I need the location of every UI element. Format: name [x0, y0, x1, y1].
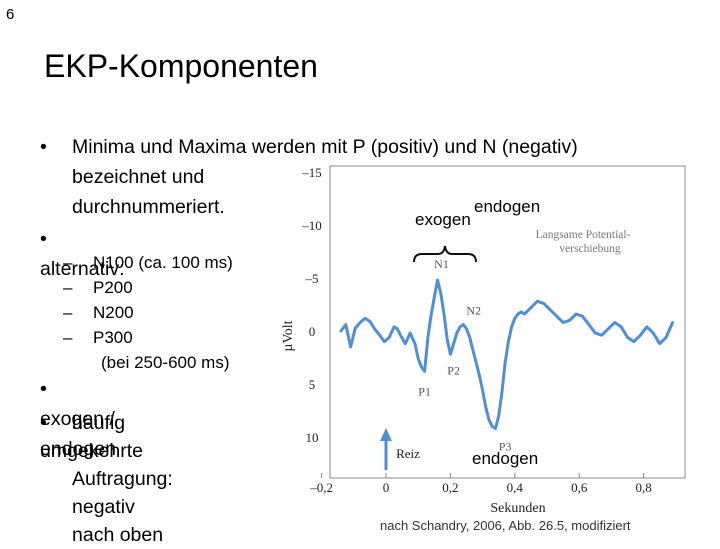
sub-bullet-text: P300: [93, 328, 133, 347]
y-tick-label: 5: [309, 377, 316, 392]
y-tick-label: 10: [306, 430, 319, 445]
bullet-dot: •: [40, 412, 47, 434]
x-tick-label: 0,2: [442, 480, 458, 495]
dash-bullet: –: [63, 278, 73, 297]
sub-bullet-text: N100 (ca. 100 ms): [93, 253, 233, 272]
bullet-text: häufig umgekehrte: [40, 412, 143, 462]
bullet-text: Auftragung:: [72, 468, 173, 490]
sub-bullet-text: P200: [93, 278, 133, 297]
y-tick-label: 0: [309, 324, 316, 339]
source-credit: nach Schandry, 2006, Abb. 26.5, modifizi…: [380, 518, 631, 533]
bullet-dot: •: [40, 136, 47, 158]
dash-bullet: –: [63, 328, 73, 347]
plot-frame: [329, 165, 686, 479]
annotation-endogen-top: endogen: [474, 197, 541, 216]
bullet-text: negativ nach oben: [72, 496, 164, 546]
y-axis-label: µVolt: [281, 320, 296, 351]
component-label-n2: N2: [466, 304, 481, 318]
x-tick-label: –0,2: [309, 480, 333, 495]
bullet-dot: •: [40, 378, 47, 400]
curly-brace: [413, 245, 477, 263]
x-axis-label: Sekunden: [490, 501, 545, 516]
bullet-text: durchnummeriert.: [72, 196, 225, 218]
component-label-p2: P2: [447, 363, 460, 377]
bullet-text: exogen / endogen: [40, 408, 116, 460]
slide-number: 6: [6, 6, 15, 23]
dash-bullet: –: [63, 253, 73, 272]
x-tick-label: 0,6: [571, 480, 588, 495]
annotation-endogen-bottom: endogen: [472, 449, 539, 468]
bullet-text: alternativ:: [40, 258, 125, 280]
component-label-p1: P1: [418, 384, 431, 398]
y-tick-label: –10: [301, 218, 322, 233]
x-tick-label: 0: [383, 480, 390, 495]
bullet-inverted-axis: • häufig umgekehrte Auftragung: negativ n…: [40, 409, 173, 549]
y-tick-label: –5: [305, 271, 319, 286]
sub-bullet-list: – N100 (ca. 100 ms) – P200 – N200 – P300 (be…: [63, 250, 233, 375]
x-tick-label: 0,8: [635, 480, 651, 495]
erp-waveform-line: [339, 278, 675, 430]
bullet-exogen-endogen: •exogen / endogen: [40, 374, 116, 464]
dash-bullet: –: [63, 303, 73, 322]
component-label-p3: P3: [499, 440, 512, 454]
bullet-text: bezeichnet und: [72, 166, 205, 188]
bullet-dot: •: [40, 228, 47, 250]
stimulus-label: Reiz: [396, 446, 420, 461]
component-label-n1: N1: [434, 257, 449, 271]
slow-potential-label: Langsame Potential-: [536, 229, 631, 241]
slow-potential-label: verschiebung: [559, 243, 621, 255]
slide-title: EKP-Komponenten: [44, 48, 318, 84]
sub-bullet-text: (bei 250-600 ms): [101, 353, 230, 372]
bullet-alternative: • alternativ:: [40, 224, 125, 284]
y-tick-label: –15: [301, 165, 322, 180]
bullet-text: Minima und Maxima werden mit P (positiv)…: [72, 136, 578, 158]
stimulus-arrow-head: [380, 428, 392, 441]
sub-bullet-text: N200: [93, 303, 134, 322]
x-tick-label: 0,4: [507, 480, 524, 495]
bullet-naming: • Minima und Maxima werden mit P (positiv…: [40, 132, 710, 222]
erp-chart: –15 –10 –5 0 5 10 –0,2 0 0,2 0,4 0,6 0,8 Sekunden µVo…: [281, 165, 686, 516]
annotation-exogen: exogen: [415, 210, 471, 229]
